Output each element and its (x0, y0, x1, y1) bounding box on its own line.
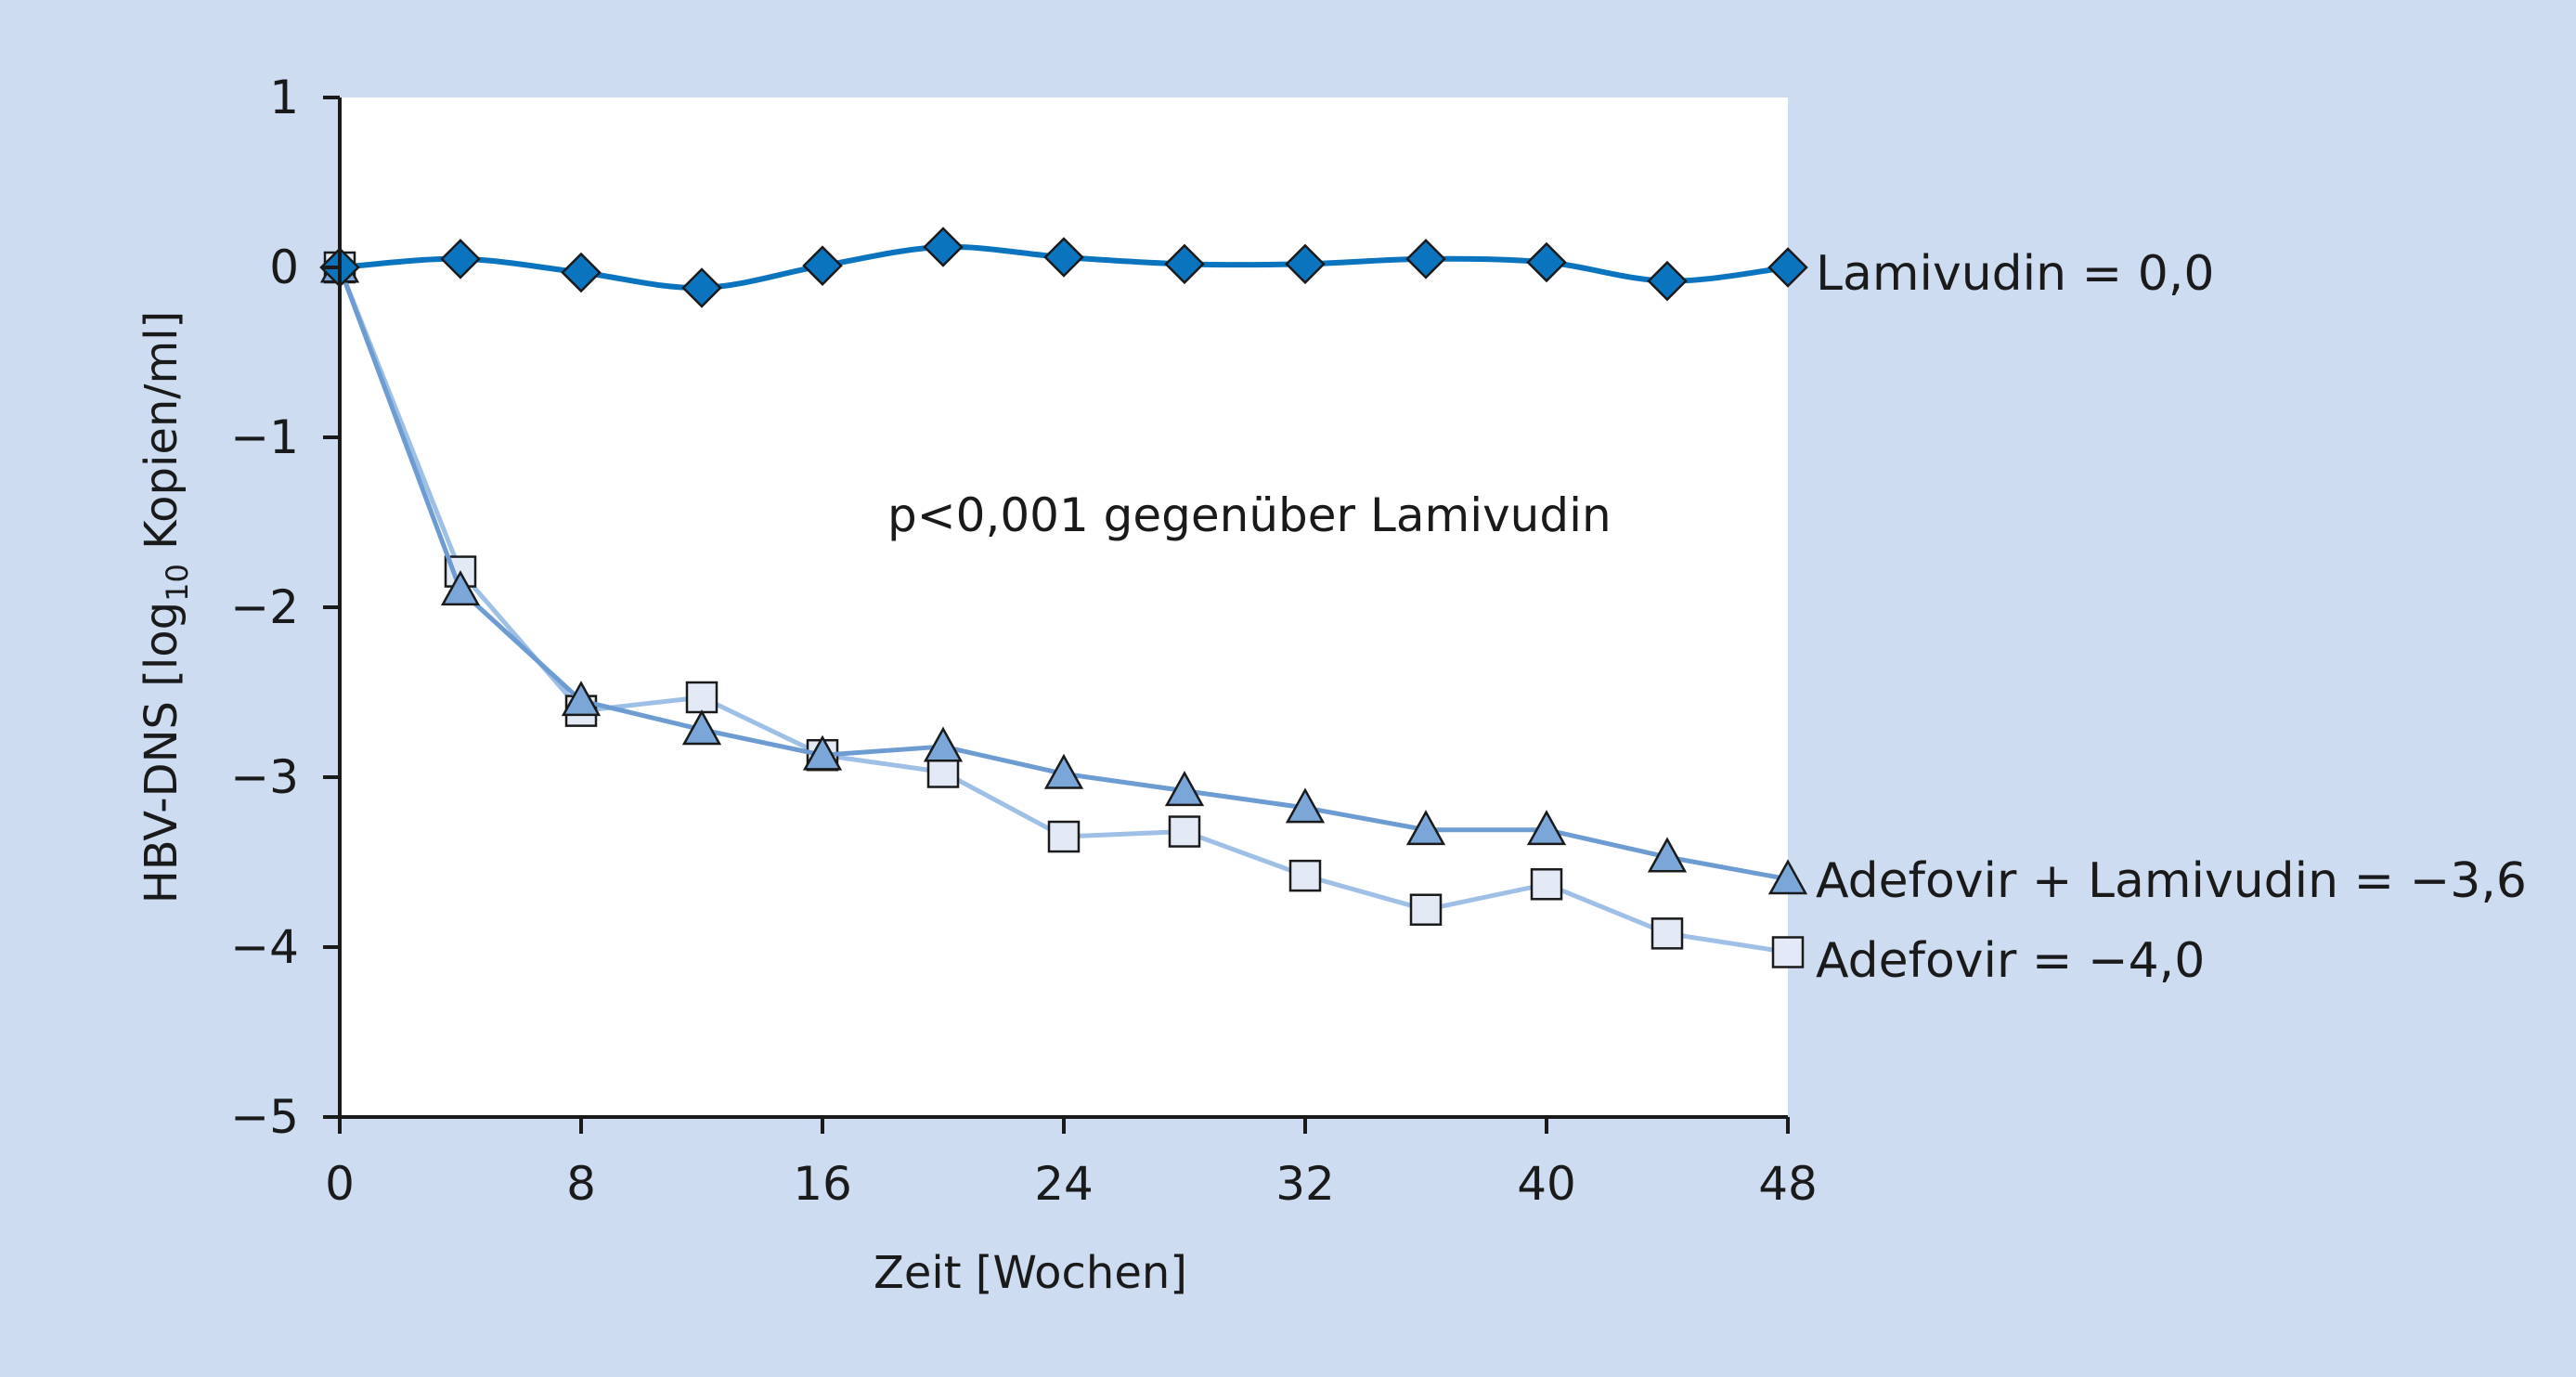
y-axis-label-prefix: HBV-DNS [log (136, 602, 188, 903)
y-tick-label: 1 (269, 71, 299, 124)
data-point-diamond (923, 227, 964, 267)
x-tick-label: 8 (566, 1157, 596, 1211)
data-point-triangle (440, 570, 481, 606)
data-point-square (1650, 917, 1684, 950)
data-point-diamond (802, 245, 843, 286)
y-tick-label: 0 (269, 240, 299, 294)
data-point-diamond (440, 239, 481, 279)
data-point-diamond (1405, 239, 1446, 279)
data-point-triangle (1767, 859, 1808, 895)
data-point-square (1530, 868, 1563, 901)
data-point-triangle (1285, 787, 1326, 824)
y-tick-label: −5 (230, 1090, 299, 1144)
legend-label-adefovir: Adefovir = −4,0 (1816, 933, 2205, 989)
data-point-square (1771, 936, 1805, 968)
y-tick-label: −4 (230, 920, 299, 974)
x-tick-label: 32 (1275, 1157, 1335, 1211)
data-point-square (685, 681, 718, 714)
y-tick-label: −2 (230, 580, 299, 634)
y-tick-label: −1 (230, 410, 299, 464)
legend-label-adefovir-lamivudin: Adefovir + Lamivudin = −3,6 (1816, 853, 2527, 909)
data-point-diamond (1647, 260, 1688, 302)
data-point-triangle (802, 734, 843, 771)
y-tick-label: −3 (230, 750, 299, 804)
x-tick-label: 40 (1517, 1157, 1576, 1211)
data-point-diamond (681, 267, 722, 308)
data-point-diamond (1285, 243, 1326, 285)
data-point-square (1288, 859, 1322, 892)
y-axis-label-suffix: Kopien/ml] (136, 311, 188, 564)
x-axis-label: Zeit [Wochen] (874, 1247, 1187, 1299)
data-point-diamond (561, 252, 602, 293)
data-point-diamond (1043, 237, 1084, 278)
data-point-triangle (1164, 771, 1205, 807)
x-tick-label: 16 (793, 1157, 852, 1211)
data-point-triangle (1043, 753, 1084, 789)
significance-annotation: p<0,001 gegenüber Lamivudin (887, 488, 1612, 542)
series-lamivudin (319, 227, 1808, 308)
data-point-triangle (1405, 810, 1446, 846)
y-axis-label-subscript: 10 (160, 564, 195, 602)
data-point-triangle (923, 726, 964, 762)
legend-label-lamivudin: Lamivudin = 0,0 (1816, 246, 2214, 302)
data-point-square (1047, 820, 1081, 853)
data-point-triangle (1647, 837, 1688, 873)
data-point-triangle (1526, 810, 1567, 846)
y-axis-label: HBV-DNS [log10 Kopien/ml] (136, 311, 195, 904)
data-point-triangle (561, 681, 602, 717)
data-point-triangle (681, 709, 722, 746)
data-point-square (1168, 815, 1201, 848)
data-point-diamond (1164, 243, 1205, 285)
ticks-layer: 0 8 16 24 32 40 48 1 0 −1 −2 −3 −4 −5 (230, 71, 1818, 1211)
x-tick-label: 48 (1758, 1157, 1818, 1211)
x-tick-label: 0 (325, 1157, 355, 1211)
series-layer (319, 227, 1808, 968)
x-tick-label: 24 (1034, 1157, 1094, 1211)
data-point-diamond (1767, 247, 1808, 288)
data-point-square (1409, 893, 1443, 926)
data-point-diamond (1526, 241, 1567, 283)
